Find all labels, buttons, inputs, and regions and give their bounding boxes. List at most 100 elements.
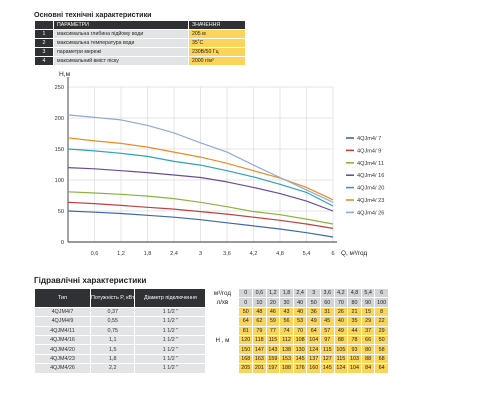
pump-curve-chart: 0 50 100 150 200 250 0,6 1,2 1,8 2,4 3 3,6 4,2 4,8 5,4… <box>55 71 385 257</box>
perf-row-type: 4QJM4/9 <box>34 316 91 327</box>
perf-h-cell: 145 <box>320 363 335 374</box>
perf-h-cell: 40 <box>292 306 308 318</box>
perf-h-cell: 53 <box>292 316 308 327</box>
perf-h-cell: 31 <box>320 306 335 318</box>
perf-row-type: 4QJM4/16 <box>34 334 91 346</box>
perf-q-lmin-cell: 100 <box>374 297 389 308</box>
perf-row-diam: 1 1/2 " <box>134 363 207 374</box>
perf-row-diam: 1 1/2 " <box>134 344 207 355</box>
perf-h-cell: 79 <box>252 325 267 336</box>
specs-row-index: 1 <box>34 29 54 39</box>
perf-h-cell: 74 <box>279 325 294 336</box>
perf-q-lmin-cell: 40 <box>292 297 308 308</box>
perf-q-lmin-cell: 0 <box>238 297 254 308</box>
perf-q-unit-m3: м³/год <box>205 287 240 299</box>
perf-h-cell: 48 <box>252 306 267 318</box>
perf-q-m3-cell: 5,4 <box>360 287 376 299</box>
perf-h-cell: 43 <box>279 306 294 318</box>
perf-q-lmin-cell: 20 <box>265 297 281 308</box>
perf-h-cell: 46 <box>265 306 281 318</box>
x-tick-label: 1,8 <box>144 251 152 257</box>
perf-h-cell: 62 <box>252 316 267 327</box>
perf-h-cell: 78 <box>347 334 362 346</box>
perf-q-m3-cell: 2,4 <box>292 287 308 299</box>
perf-col-diam: Діаметр підключення <box>134 288 207 308</box>
perf-h-cell: 29 <box>374 325 389 336</box>
perf-q-m3-cell: 0,6 <box>252 287 267 299</box>
perf-q-lmin-cell: 50 <box>306 297 321 308</box>
x-tick-label: 4,8 <box>276 251 284 257</box>
perf-q-m3-cell: 4,2 <box>333 287 349 299</box>
perf-h-cell: 159 <box>265 353 281 365</box>
perf-row: 4QJM4/16 1,1 1 1/2 " 120 118 115 112 108 104 97 88… <box>34 334 389 346</box>
perf-row: 4QJM4/26 2,2 1 1/2 " 205 201 197 188 176 160 145 1… <box>34 363 389 374</box>
perf-header-row-2: л/хв 0 10 20 30 40 50 60 70 80 90 100 <box>35 297 389 308</box>
perf-h-cell: 70 <box>292 325 308 336</box>
legend-label: 4QJm4/ 26 <box>357 210 384 216</box>
specs-row-value: 35˚C <box>188 38 246 48</box>
y-tick-label: 50 <box>58 209 64 215</box>
perf-h-cell: 115 <box>320 344 335 355</box>
perf-h-cell: 150 <box>238 344 254 355</box>
perf-row: 4QJM4/7 0,37 1 1/2 " Н , м 50 48 46 43 40 36 31 26 2… <box>34 306 389 374</box>
perf-q-lmin-cell: 10 <box>252 297 267 308</box>
perf-q-m3-cell: 6 <box>374 287 389 299</box>
specs-header-param: ПАРАМЕТРИ <box>53 20 189 30</box>
perf-col-type: Тип <box>34 288 91 308</box>
perf-q-m3-cell: 3,6 <box>320 287 335 299</box>
perf-h-cell: 36 <box>306 306 321 318</box>
perf-h-cell: 115 <box>265 334 281 346</box>
perf-h-cell: 176 <box>292 363 308 374</box>
perf-h-cell: 143 <box>265 344 281 355</box>
specs-row-param: максимальна глибина підйому води <box>53 29 189 39</box>
perf-h-cell: 124 <box>306 344 321 355</box>
specs-row: 3 параметри мережі 230В/50 Гц <box>34 47 246 57</box>
perf-h-cell: 56 <box>279 316 294 327</box>
perf-h-cell: 88 <box>333 334 349 346</box>
perf-h-cell: 104 <box>306 334 321 346</box>
perf-h-cell: 84 <box>360 363 376 374</box>
perf-h-cell: 163 <box>252 353 267 365</box>
perf-h-cell: 29 <box>360 316 376 327</box>
legend-label: 4QJm4/ 23 <box>357 198 384 204</box>
perf-h-cell: 80 <box>360 344 376 355</box>
y-tick-label: 250 <box>55 85 64 91</box>
specs-row: 2 максимальна температура води 35˚C <box>34 38 246 48</box>
y-tick-label: 200 <box>55 116 64 122</box>
x-tick-label: 4,2 <box>250 251 258 257</box>
perf-h-cell: 127 <box>320 353 335 365</box>
perf-q-m3-cell: 1,8 <box>279 287 294 299</box>
specs-row-param: максимальна температура води <box>53 38 189 48</box>
legend-label: 4QJm4/ 20 <box>357 186 384 192</box>
perf-h-cell: 137 <box>306 353 321 365</box>
specs-title: Основні технічні характеристики <box>34 10 152 19</box>
perf-h-cell: 168 <box>238 353 254 365</box>
perf-h-cell: 26 <box>333 306 349 318</box>
x-tick-label: 2,4 <box>170 251 178 257</box>
perf-h-cell: 145 <box>292 353 308 365</box>
y-tick-label: 0 <box>61 240 64 246</box>
perf-h-cell: 81 <box>238 325 254 336</box>
perf-h-cell: 97 <box>320 334 335 346</box>
series-line <box>67 148 334 207</box>
perf-h-cell: 22 <box>374 316 389 327</box>
perf-h-cell: 15 <box>360 306 376 318</box>
perf-row-diam: 1 1/2 " <box>134 306 207 318</box>
perf-q-lmin-cell: 90 <box>360 297 376 308</box>
perf-header-row-1: Тип Потужність P, кВт Діаметр підключенн… <box>34 287 389 308</box>
perf-h-cell: 64 <box>374 363 389 374</box>
perf-h-cell: 105 <box>333 344 349 355</box>
y-tick-label: 100 <box>55 178 64 184</box>
x-tick-label: 1,2 <box>117 251 125 257</box>
series-line <box>67 191 334 225</box>
perf-row-diam: 1 1/2 " <box>134 316 207 327</box>
perf-h-cell: 88 <box>360 353 376 365</box>
legend-label: 4QJm4/ 7 <box>357 136 381 142</box>
specs-row-index: 3 <box>34 47 54 57</box>
perf-h-cell: 130 <box>292 344 308 355</box>
perf-h-cell: 57 <box>320 325 335 336</box>
x-tick-label: 5,4 <box>303 251 311 257</box>
specs-header-index <box>34 20 54 30</box>
perf-h-cell: 197 <box>265 363 281 374</box>
perf-h-cell: 49 <box>306 316 321 327</box>
